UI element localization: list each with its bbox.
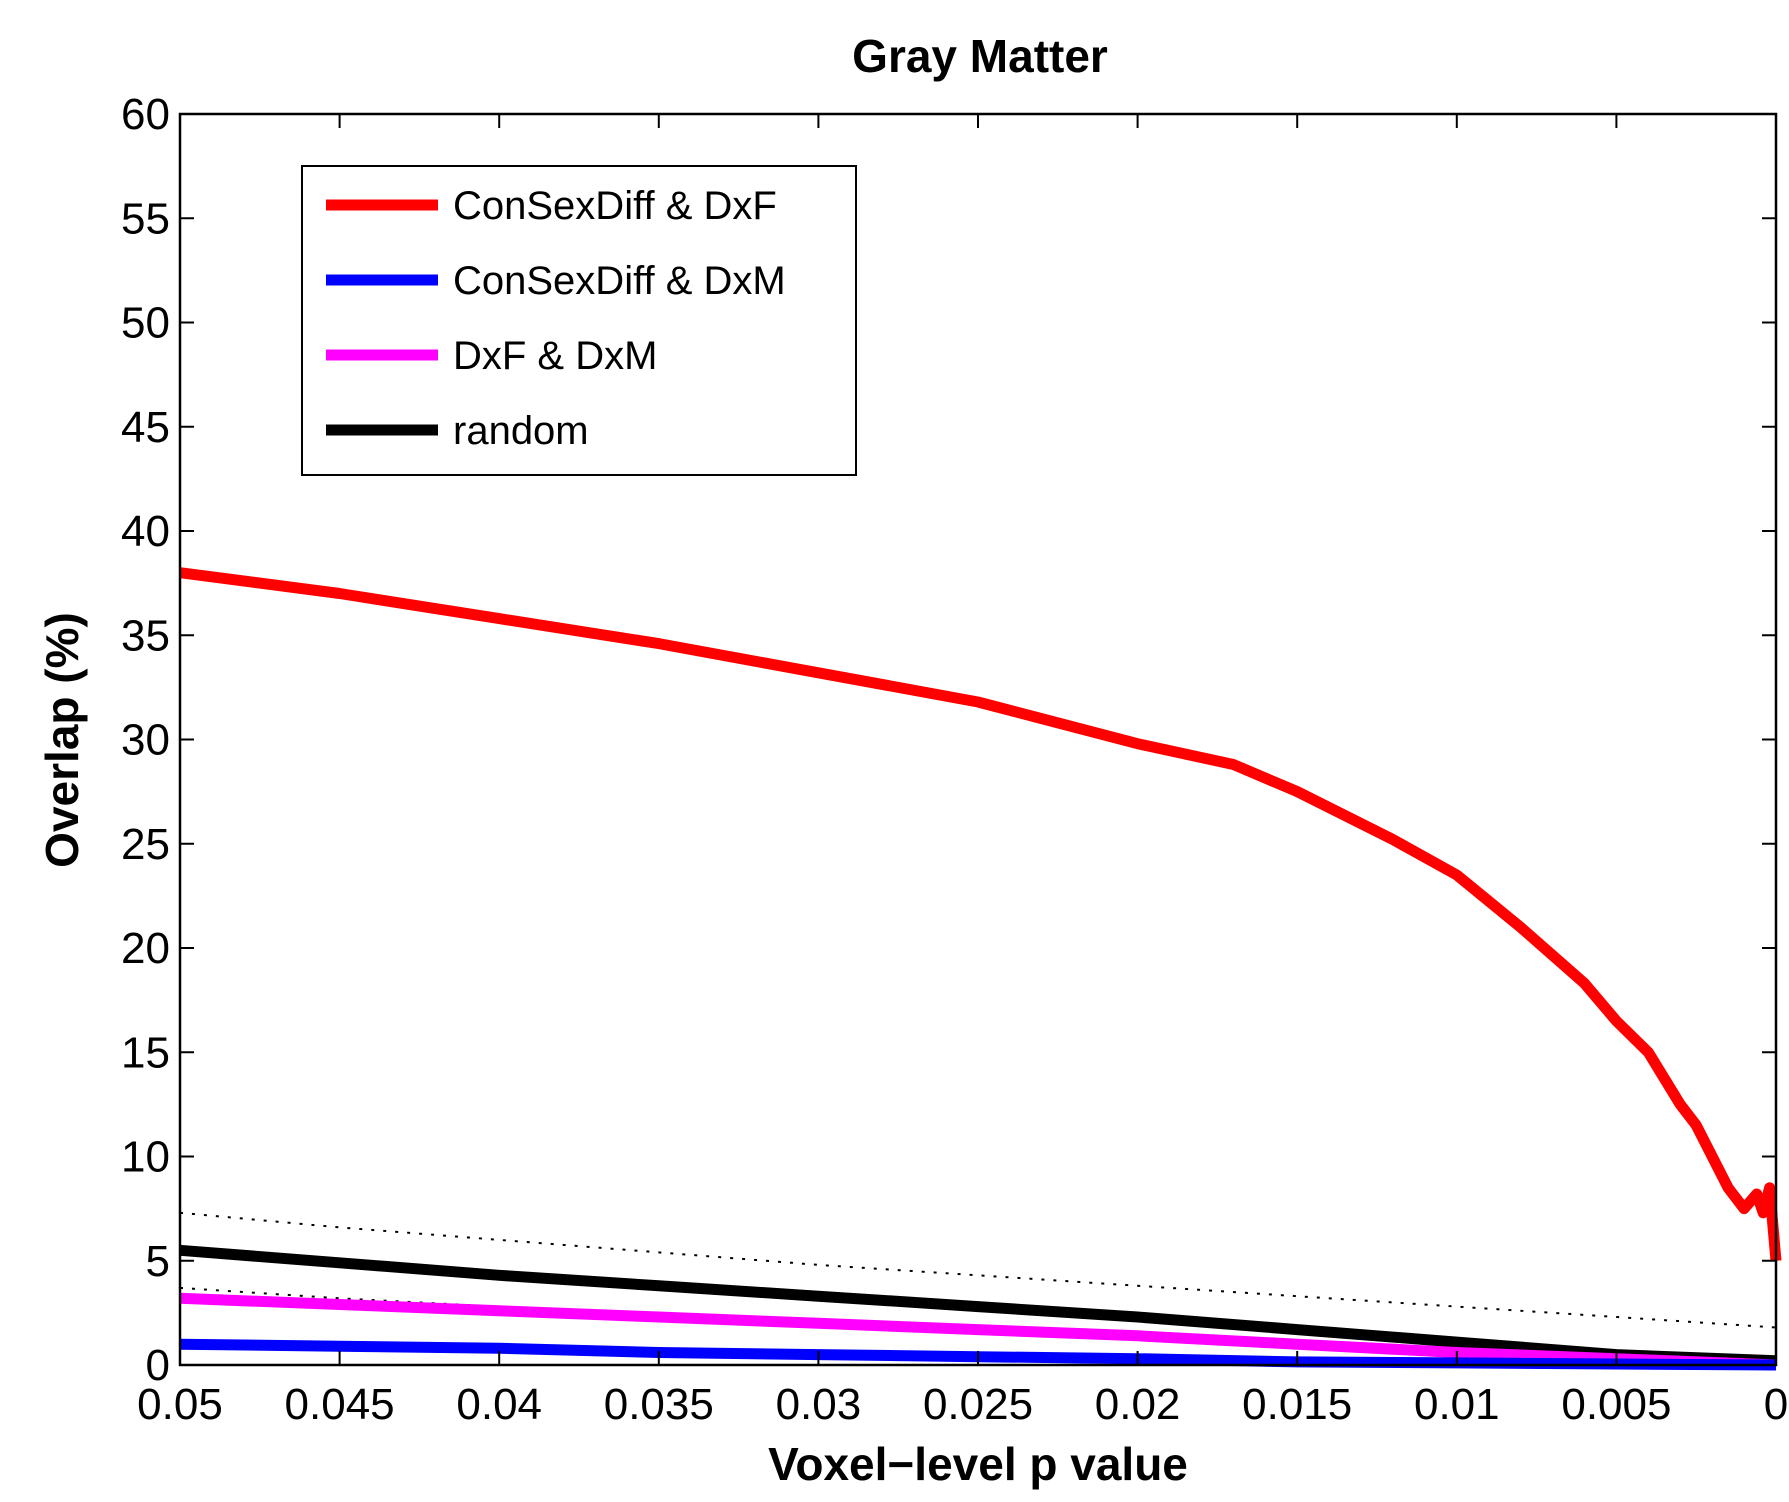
legend-label-3: random xyxy=(453,409,589,453)
x-tick-label: 0.025 xyxy=(923,1380,1033,1429)
x-axis-label: Voxel−level p value xyxy=(768,1438,1188,1490)
series-line-3 xyxy=(179,1244,1777,1367)
y-tick-label: 60 xyxy=(121,90,170,139)
y-axis: 0 5 10 15 20 25 30 35 40 45 50 55 60 xyxy=(121,90,1776,1390)
random-bound-upper xyxy=(179,1211,1777,1329)
legend-box xyxy=(301,165,857,476)
y-tick-label: 20 xyxy=(121,924,170,973)
x-axis: 0.05 0.045 0.04 0.035 0.03 0.025 0.02 0.015 0.01… xyxy=(137,114,1788,1429)
series-line-0 xyxy=(179,567,1782,1262)
x-tick-label: 0.02 xyxy=(1095,1380,1181,1429)
plot-area xyxy=(179,567,1782,1371)
y-tick-label: 15 xyxy=(121,1028,170,1077)
chart-title: Gray Matter xyxy=(852,30,1108,82)
y-tick-label: 10 xyxy=(121,1133,170,1182)
x-tick-label: 0.05 xyxy=(137,1380,223,1429)
y-axis-label: Overlap (%) xyxy=(36,612,88,868)
y-tick-label: 55 xyxy=(121,194,170,243)
legend-label-2: DxF & DxM xyxy=(453,334,657,378)
y-tick-label: 30 xyxy=(121,716,170,765)
x-tick-label: 0.035 xyxy=(604,1380,714,1429)
x-tick-label: 0.03 xyxy=(776,1380,862,1429)
legend-label-0: ConSexDiff & DxF xyxy=(453,184,777,228)
legend: ConSexDiff & DxF ConSexDiff & DxM DxF & Dx… xyxy=(301,165,857,476)
series-line-2 xyxy=(179,1292,1777,1371)
y-tick-label: 50 xyxy=(121,299,170,348)
y-tick-label: 25 xyxy=(121,820,170,869)
x-tick-label: 0.005 xyxy=(1561,1380,1671,1429)
x-tick-label: 0.04 xyxy=(456,1380,542,1429)
y-tick-label: 35 xyxy=(121,611,170,660)
y-tick-label: 0 xyxy=(146,1341,170,1390)
x-tick-label: 0.045 xyxy=(285,1380,395,1429)
y-tick-label: 40 xyxy=(121,507,170,556)
x-tick-label: 0 xyxy=(1764,1380,1788,1429)
x-tick-label: 0.01 xyxy=(1414,1380,1500,1429)
y-tick-label: 45 xyxy=(121,403,170,452)
y-tick-label: 5 xyxy=(146,1237,170,1286)
x-tick-label: 0.015 xyxy=(1242,1380,1352,1429)
legend-label-1: ConSexDiff & DxM xyxy=(453,259,786,303)
